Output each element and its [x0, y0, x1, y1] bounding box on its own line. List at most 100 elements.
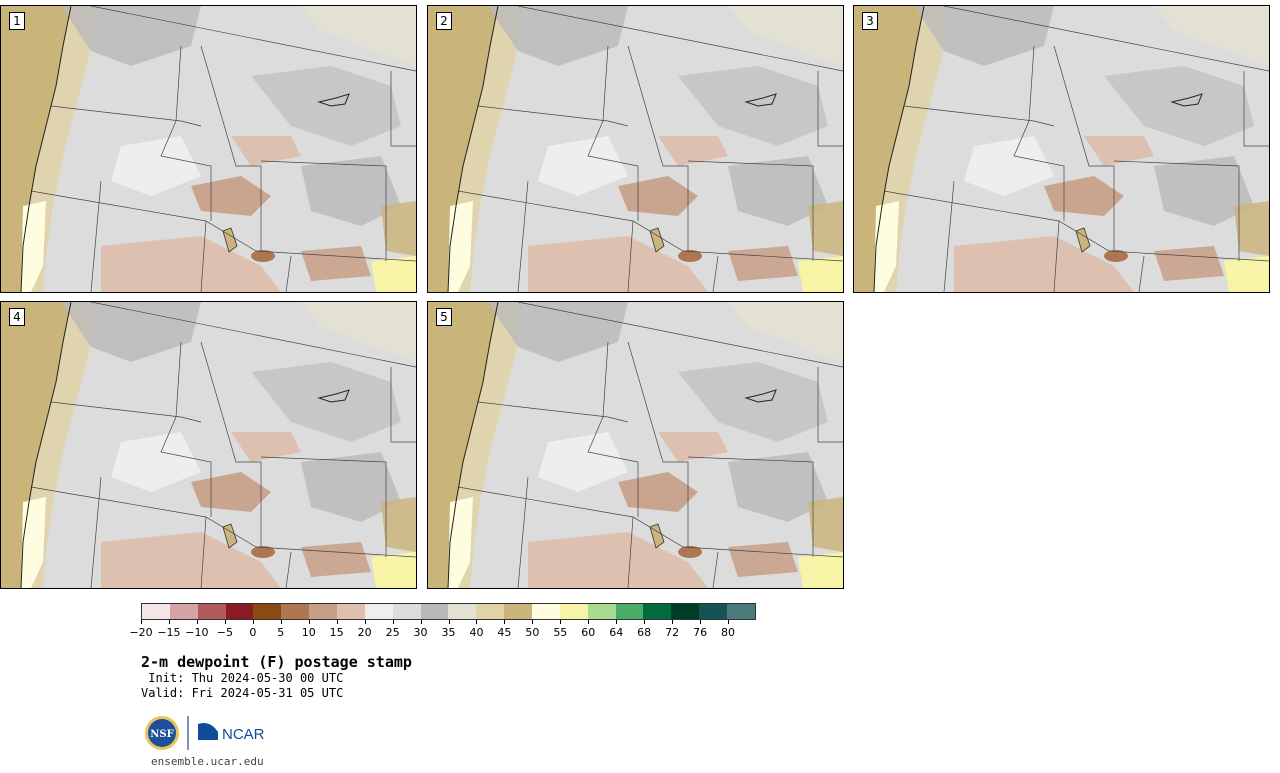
colorbar-tick — [224, 620, 226, 624]
colorbar-tick — [336, 620, 338, 624]
dry-region — [301, 246, 371, 281]
light-patch — [964, 136, 1054, 196]
logos: NSF NCAR — [145, 716, 265, 750]
light-patch — [111, 432, 201, 492]
dry-region — [954, 236, 1134, 292]
colorbar-tick — [588, 620, 590, 624]
colorbar-tick — [532, 620, 534, 624]
colorbar-tick-label: 50 — [525, 626, 540, 639]
colorbar-tick — [252, 620, 254, 624]
colorbar-tick — [700, 620, 702, 624]
eastern-moist — [371, 552, 416, 588]
dry-region — [528, 236, 708, 292]
grey-patch — [1104, 66, 1254, 146]
colorbar-swatch — [699, 604, 728, 619]
colorbar-tick-label: 15 — [329, 626, 344, 639]
stamp-panel-4: 4 — [0, 301, 417, 589]
colorbar-tick — [560, 620, 562, 624]
dry-region — [101, 532, 281, 588]
stamp-number: 2 — [436, 12, 452, 30]
colorbar-tick — [280, 620, 282, 624]
dry-region — [658, 432, 728, 462]
colorbar-tick — [308, 620, 310, 624]
eastern-moist — [371, 256, 416, 292]
init-time: Init: Thu 2024-05-30 00 UTC — [141, 671, 344, 685]
colorbar-tick — [392, 620, 394, 624]
colorbar-tick — [141, 620, 142, 624]
colorbar-swatch — [364, 604, 393, 619]
ocean-fill — [854, 6, 924, 292]
nsf-logo: NSF — [145, 716, 179, 750]
colorbar-tick-label: 20 — [357, 626, 372, 639]
colorbar-tick-label: 35 — [441, 626, 456, 639]
colorbar-tick — [672, 620, 674, 624]
colorbar-swatch — [671, 604, 700, 619]
state-borders — [457, 6, 843, 292]
colorbar-tick-label: 10 — [301, 626, 316, 639]
coastline — [20, 302, 72, 588]
colorbar-tick-label: 64 — [609, 626, 624, 639]
reservoir — [317, 93, 350, 107]
eastern-moist — [808, 497, 843, 552]
dry-core — [1104, 250, 1128, 262]
dry-region — [1084, 136, 1154, 166]
colorbar-swatch — [142, 604, 170, 619]
salt-lake — [649, 227, 665, 253]
coastal-valley — [874, 201, 899, 292]
colorbar-tick — [168, 620, 170, 624]
dewpoint-map — [1, 6, 416, 292]
grey-patch — [1154, 156, 1254, 226]
state-borders — [457, 302, 843, 588]
colorbar-tick-label: 40 — [469, 626, 484, 639]
coastal-valley — [448, 201, 473, 292]
northern-plains — [301, 302, 416, 362]
figure-title: 2-m dewpoint (F) postage stamp — [141, 653, 412, 671]
colorbar-swatch — [643, 604, 672, 619]
eastern-moist — [798, 552, 843, 588]
dry-region — [301, 542, 371, 577]
grey-patch — [678, 362, 828, 442]
eastern-moist — [798, 256, 843, 292]
colorbar-tick-label: −10 — [185, 626, 209, 639]
colorbar-swatch — [615, 604, 644, 619]
colorbar-tick-label: 72 — [665, 626, 680, 639]
salt-lake — [1075, 227, 1091, 253]
colorbar-swatch — [532, 604, 560, 619]
light-patch — [111, 136, 201, 196]
colorbar-tick — [728, 620, 730, 624]
colorbar-tick-label: 55 — [553, 626, 568, 639]
colorbar-tick-label: 68 — [637, 626, 652, 639]
reservoir — [1170, 93, 1203, 107]
colorbar-tick — [476, 620, 478, 624]
colorbar-ticks: −20 −15 −10 −5 0 5 10 15 20 25 30 35 40 45 50 55 60 64 68 7… — [129, 620, 756, 640]
colorbar-tick-label: 0 — [249, 626, 257, 639]
dry-core — [251, 250, 275, 262]
colorbar-tick-label: −20 — [129, 626, 153, 639]
colorbar — [141, 603, 756, 620]
state-borders — [883, 6, 1269, 292]
colorbar-tick — [420, 620, 422, 624]
colorbar-tick — [448, 620, 450, 624]
dewpoint-map — [854, 6, 1269, 292]
ocean-fill — [428, 302, 498, 588]
grey-patch — [251, 66, 401, 146]
colorbar-tick-label: 60 — [581, 626, 596, 639]
coastline — [447, 302, 499, 588]
reservoir — [744, 93, 777, 107]
colorbar-tick — [364, 620, 366, 624]
salt-lake — [222, 523, 238, 549]
colorbar-tick — [644, 620, 646, 624]
colorbar-tick-label: −5 — [216, 626, 233, 639]
salt-lake — [649, 523, 665, 549]
colorbar-swatch — [587, 604, 616, 619]
ocean-fill — [1, 6, 71, 292]
colorbar-swatch — [225, 604, 254, 619]
dry-core — [678, 250, 702, 262]
colorbar-swatch — [559, 604, 588, 619]
coastal-valley — [21, 201, 46, 292]
valid-time: Valid: Fri 2024-05-31 05 UTC — [141, 686, 344, 700]
dry-region — [231, 432, 301, 462]
stamp-panel-3: 3 — [853, 5, 1270, 293]
colorbar-tick-label: −15 — [157, 626, 181, 639]
stamp-panel-5: 5 — [427, 301, 844, 589]
